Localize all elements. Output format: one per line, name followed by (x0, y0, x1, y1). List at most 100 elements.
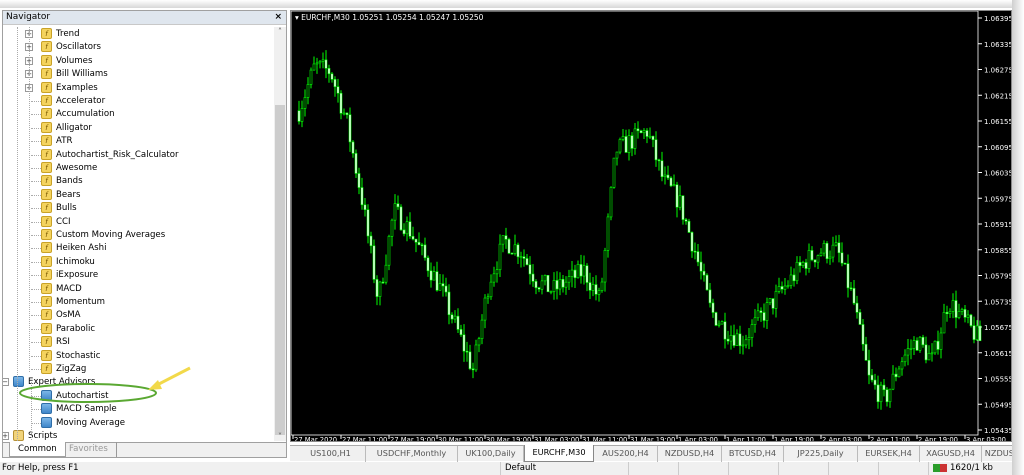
time-label: 31 Mar 03:00 (534, 436, 579, 441)
tree-item[interactable]: f iExposure (41, 269, 98, 282)
custom-indicator-icon: f (41, 282, 52, 294)
scroll-up-icon[interactable]: ˄ (278, 27, 282, 36)
tree-item[interactable]: f Parabolic (41, 322, 95, 336)
scroll-down-icon[interactable]: ˅ (278, 432, 282, 441)
chart-tab[interactable]: JP225,Daily (784, 446, 858, 462)
tree-item[interactable]: f Bears (41, 188, 80, 202)
candle-body (900, 361, 904, 370)
chart-tab[interactable]: EURSEK,H4 (858, 446, 920, 462)
candle-body (651, 135, 655, 141)
tree-item-label: Accelerator (56, 96, 106, 106)
tab-common[interactable]: Common (9, 442, 66, 457)
tree-item[interactable]: f Bill Williams (41, 68, 108, 81)
tree-item[interactable]: f Awesome (41, 162, 97, 175)
tree-item[interactable]: Expert Advisors (13, 376, 95, 389)
candle-body (618, 139, 622, 153)
chart-tab[interactable]: AUS200,H4 (594, 446, 658, 462)
tree-connector (31, 275, 41, 277)
tree-item[interactable]: f ATR (41, 135, 72, 148)
price-chart[interactable]: 1.06395 1.06335 1.06275 1.06215 1.06155 1.060… (290, 10, 1012, 442)
tree-item-label: Volumes (56, 55, 93, 66)
tree-item-label: MACD (56, 283, 82, 294)
candle-body (432, 271, 436, 281)
custom-indicator-icon: f (41, 95, 52, 106)
tree-item[interactable]: f Bands (41, 175, 83, 188)
candle-body (828, 256, 832, 260)
tree-item-label: Awesome (56, 163, 98, 173)
chart-tab[interactable]: EURCHF,M30 (524, 445, 594, 462)
custom-indicator-icon: f (41, 81, 52, 93)
candle-body (462, 334, 466, 352)
symbol-info-text: EURCHF,M30 1.05251 1.05254 1.05247 1.052… (301, 13, 484, 22)
tree-item[interactable]: f Ichimoku (41, 255, 95, 269)
tree-item-label: Autochartist (56, 390, 109, 401)
tree-item[interactable]: f CCI (41, 215, 71, 229)
candle-body (468, 351, 472, 370)
tree-item[interactable]: MACD Sample (41, 403, 117, 416)
chart-tab[interactable]: USDCHF,Monthly (366, 446, 458, 462)
tree-item[interactable]: f Accumulation (41, 108, 115, 121)
expand-toggle-icon[interactable]: + (3, 432, 9, 440)
scroll-thumb[interactable] (275, 105, 285, 435)
candle-body (690, 232, 694, 252)
price-label: 1.05735 (984, 298, 1011, 306)
tab-favorites[interactable]: Favorites (61, 442, 117, 457)
candle-body (378, 281, 382, 297)
chart-tab[interactable]: UK100,Daily (458, 446, 524, 462)
candle-body (537, 287, 541, 290)
tree-item[interactable]: f Volumes (41, 54, 93, 68)
tree-item[interactable]: Scripts (13, 430, 57, 441)
candle-body (369, 235, 373, 247)
candle-body (327, 68, 331, 75)
candle-body (717, 323, 721, 326)
candle-body (738, 333, 742, 347)
candle-body (852, 288, 856, 304)
expand-toggle-icon[interactable]: − (3, 378, 9, 387)
tree-item[interactable]: f OsMA (41, 309, 81, 322)
tree-item[interactable]: f Stochastic (41, 349, 100, 363)
tree-item[interactable]: f ZigZag (41, 363, 86, 376)
chart-tab[interactable]: BTCUSD,H4 (722, 446, 784, 462)
chart-tab[interactable]: NZDUSD,H4 (658, 446, 722, 462)
candle-body (402, 229, 406, 235)
tree-connector (31, 208, 41, 210)
tree-connector (31, 315, 41, 317)
chart-canvas[interactable]: 1.06395 1.06335 1.06275 1.06215 1.06155 1.060… (291, 11, 1011, 441)
tree-item[interactable]: Moving Average (41, 416, 126, 430)
candle-body (528, 264, 532, 275)
tree-item[interactable]: f Custom Moving Averages (41, 229, 165, 242)
tree-item[interactable]: f Autochartist_Risk_Calculator (41, 148, 179, 162)
candle-body (303, 97, 307, 109)
tree-item[interactable]: f Accelerator (41, 95, 105, 108)
navigator-scrollbar[interactable]: ˄ ˅ (274, 27, 286, 441)
tree-item-label: RSI (56, 337, 70, 348)
tree-item-label: Moving Average (56, 417, 126, 428)
candle-body (789, 274, 793, 286)
custom-indicator-icon: f (41, 336, 52, 348)
tree-connector (29, 27, 30, 372)
tree-item[interactable]: f Oscillators (41, 41, 101, 54)
candle-body (609, 187, 613, 218)
chart-tab[interactable]: XAGUSD,H4 (920, 446, 982, 462)
chart-tab[interactable]: NZDUSD,H4 (982, 446, 1024, 462)
tree-item[interactable]: f Alligator (41, 121, 92, 135)
candle-body (585, 265, 589, 283)
tree-item[interactable]: f MACD (41, 282, 82, 296)
tree-connector (31, 141, 41, 143)
tree-item[interactable]: f Examples (41, 81, 98, 95)
close-icon[interactable]: × (274, 12, 282, 22)
candle-body (642, 130, 646, 134)
tree-item[interactable]: f Trend (41, 28, 80, 41)
candle-body (417, 242, 421, 246)
candle-body (735, 333, 739, 346)
tree-item[interactable]: f Bulls (41, 202, 77, 215)
tree-item[interactable]: f Momentum (41, 296, 105, 309)
candle-body (429, 270, 433, 281)
price-label: 1.05975 (984, 195, 1011, 203)
chart-tab[interactable]: US100,H1 (296, 446, 366, 462)
tree-item[interactable]: f RSI (41, 336, 70, 349)
status-traffic: 1620/1 kb (928, 462, 1012, 475)
candle-body (810, 250, 814, 261)
tree-item[interactable]: f Heiken Ashi (41, 242, 106, 255)
tree-connector (31, 342, 41, 344)
